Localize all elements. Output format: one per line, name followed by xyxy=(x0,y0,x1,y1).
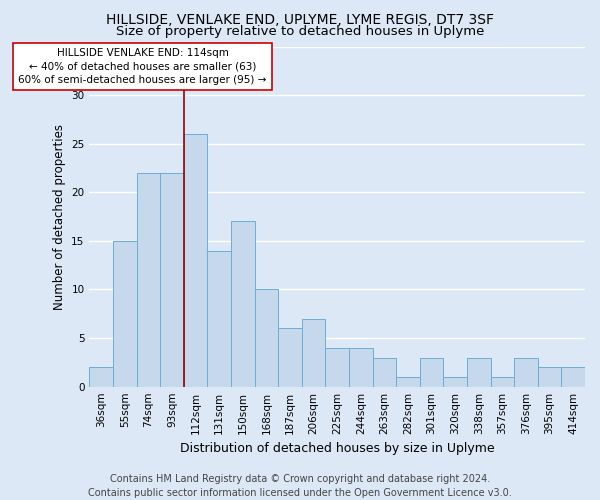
Bar xyxy=(89,367,113,386)
Bar xyxy=(562,367,585,386)
Bar xyxy=(396,377,420,386)
Bar xyxy=(443,377,467,386)
Bar xyxy=(184,134,208,386)
Bar xyxy=(302,318,325,386)
Y-axis label: Number of detached properties: Number of detached properties xyxy=(53,124,65,310)
Bar xyxy=(420,358,443,386)
Text: HILLSIDE VENLAKE END: 114sqm
← 40% of detached houses are smaller (63)
60% of se: HILLSIDE VENLAKE END: 114sqm ← 40% of de… xyxy=(18,48,266,85)
Bar xyxy=(208,250,231,386)
Bar xyxy=(325,348,349,387)
X-axis label: Distribution of detached houses by size in Uplyme: Distribution of detached houses by size … xyxy=(180,442,494,455)
Bar xyxy=(467,358,491,386)
Bar xyxy=(538,367,562,386)
Bar xyxy=(373,358,396,386)
Bar xyxy=(113,241,137,386)
Bar xyxy=(231,222,254,386)
Bar xyxy=(278,328,302,386)
Bar xyxy=(137,173,160,386)
Bar xyxy=(349,348,373,387)
Bar xyxy=(514,358,538,386)
Text: Contains HM Land Registry data © Crown copyright and database right 2024.
Contai: Contains HM Land Registry data © Crown c… xyxy=(88,474,512,498)
Bar xyxy=(491,377,514,386)
Text: HILLSIDE, VENLAKE END, UPLYME, LYME REGIS, DT7 3SF: HILLSIDE, VENLAKE END, UPLYME, LYME REGI… xyxy=(106,12,494,26)
Bar xyxy=(160,173,184,386)
Text: Size of property relative to detached houses in Uplyme: Size of property relative to detached ho… xyxy=(116,25,484,38)
Bar xyxy=(254,290,278,386)
